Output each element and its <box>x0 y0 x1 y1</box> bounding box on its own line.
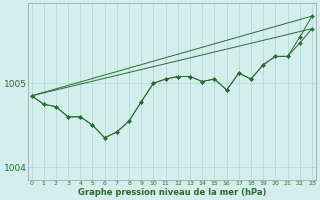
X-axis label: Graphe pression niveau de la mer (hPa): Graphe pression niveau de la mer (hPa) <box>77 188 266 197</box>
